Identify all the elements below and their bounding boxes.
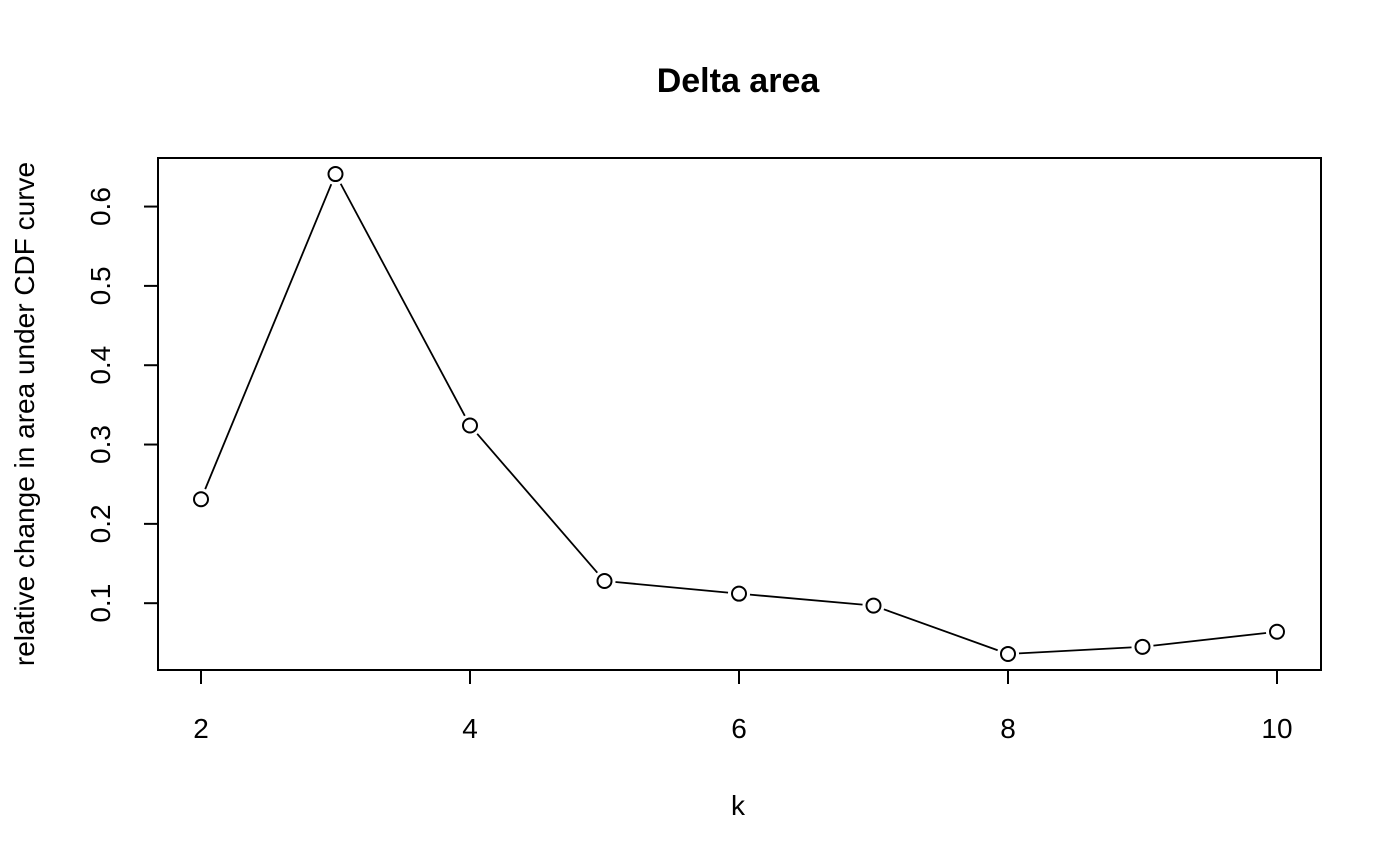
data-line — [204, 183, 1267, 655]
x-tick-label: 10 — [1261, 713, 1292, 744]
data-point — [193, 491, 209, 508]
y-tick-label: 0.3 — [85, 425, 116, 464]
data-point — [1269, 623, 1285, 640]
data-point — [731, 585, 747, 602]
line-segment — [749, 593, 863, 606]
line-segment — [883, 608, 998, 652]
x-tick-label: 2 — [193, 713, 209, 744]
line-segment — [204, 183, 333, 490]
y-axis: 0.1 0.2 0.3 0.4 0.5 0.6 — [85, 187, 159, 623]
data-point — [327, 166, 344, 183]
y-tick-label: 0.6 — [85, 187, 116, 226]
line-segment — [1018, 646, 1132, 655]
chart-title: Delta area — [657, 62, 821, 100]
x-axis: 2 4 6 8 10 — [193, 669, 1293, 744]
line-segment — [339, 183, 466, 417]
x-axis-label: k — [731, 790, 746, 821]
y-tick-label: 0.5 — [85, 266, 116, 305]
y-tick-label: 0.1 — [85, 584, 116, 623]
data-point — [596, 572, 613, 589]
line-segment — [1153, 632, 1267, 647]
y-tick-label: 0.4 — [85, 346, 116, 385]
y-axis-label: relative change in area under CDF curve — [9, 162, 40, 666]
data-point — [462, 417, 478, 434]
data-point — [1000, 645, 1016, 662]
data-point — [1134, 638, 1151, 655]
y-tick-label: 0.2 — [85, 504, 116, 543]
x-tick-label: 8 — [1000, 713, 1016, 744]
line-segment — [476, 433, 598, 574]
data-points — [193, 166, 1285, 662]
data-point — [865, 597, 882, 614]
x-tick-label: 6 — [731, 713, 747, 744]
x-tick-label: 4 — [462, 713, 478, 744]
line-segment — [615, 581, 729, 594]
